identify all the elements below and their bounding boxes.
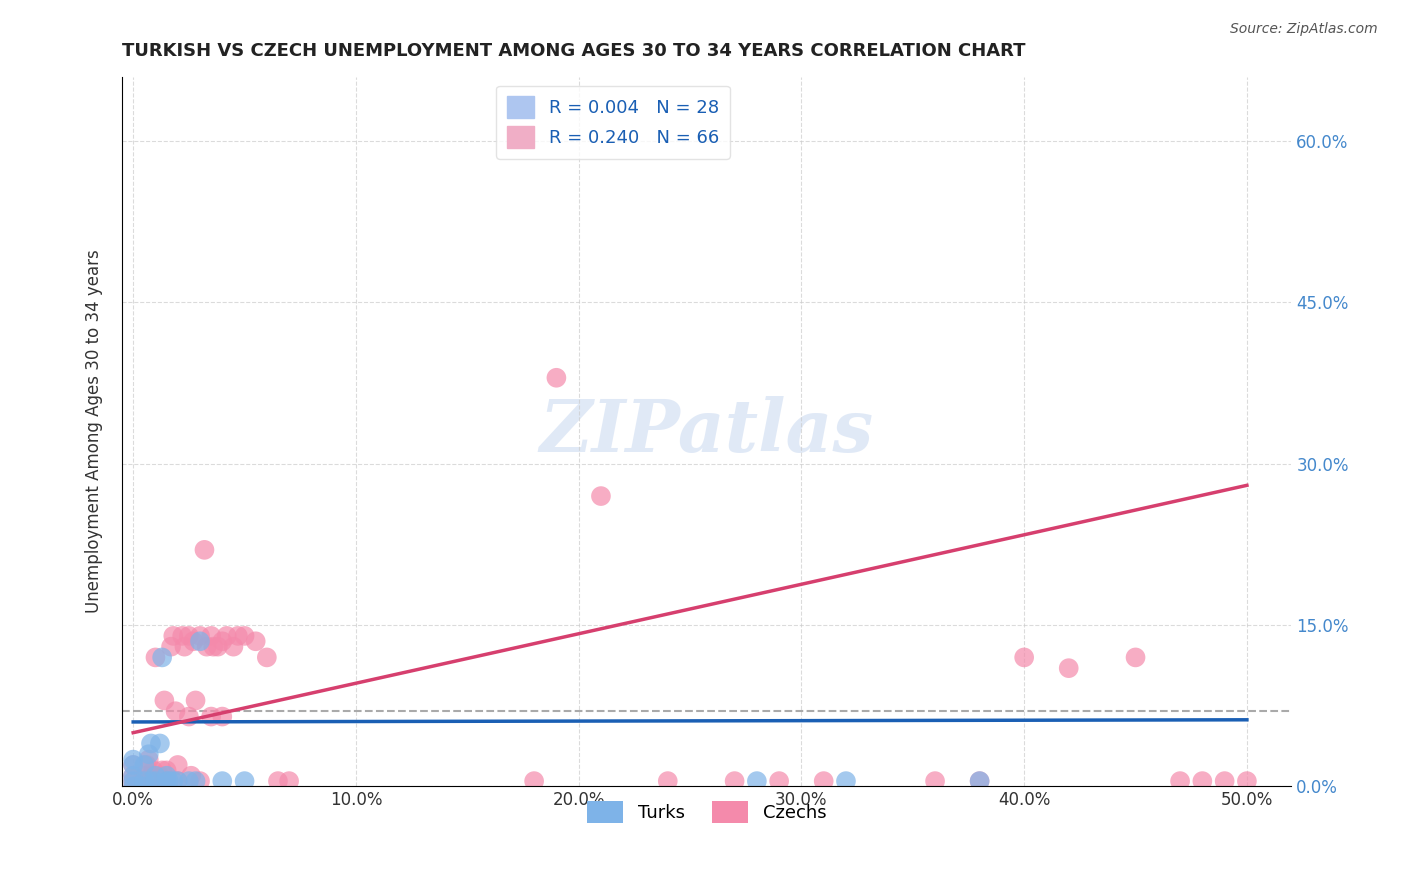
Point [184, 774, 207, 789]
Point [160, 640, 183, 654]
Point [134, 780, 156, 794]
Point [139, 774, 162, 789]
Point [155, 774, 177, 789]
Point [745, 774, 768, 789]
Point [188, 634, 211, 648]
Point [150, 764, 173, 778]
Point [1191, 774, 1213, 789]
Point [245, 634, 267, 648]
Point [173, 640, 195, 654]
Point [138, 753, 160, 767]
Point [162, 774, 184, 789]
Point [1213, 774, 1236, 789]
Point [150, 650, 173, 665]
Point [177, 629, 200, 643]
Point [142, 764, 165, 778]
Point [233, 774, 256, 789]
Point [149, 736, 172, 750]
Point [162, 629, 184, 643]
Point [226, 629, 249, 643]
Point [122, 753, 145, 767]
Point [139, 780, 162, 794]
Point [135, 758, 157, 772]
Text: ZIPatlas: ZIPatlas [540, 396, 873, 467]
Point [1057, 661, 1080, 675]
Point [172, 629, 194, 643]
Point [835, 774, 858, 789]
Point [134, 774, 156, 789]
Point [134, 780, 156, 794]
Point [193, 542, 215, 557]
Point [211, 709, 233, 723]
Point [177, 709, 200, 723]
Point [233, 629, 256, 643]
Point [155, 774, 177, 789]
Point [177, 774, 200, 789]
Point [813, 774, 835, 789]
Point [256, 650, 278, 665]
Point [157, 774, 180, 789]
Point [122, 780, 145, 794]
Point [200, 629, 222, 643]
Point [165, 704, 187, 718]
Point [267, 774, 290, 789]
Y-axis label: Unemployment Among Ages 30 to 34 years: Unemployment Among Ages 30 to 34 years [86, 250, 103, 614]
Text: TURKISH VS CZECH UNEMPLOYMENT AMONG AGES 30 TO 34 YEARS CORRELATION CHART: TURKISH VS CZECH UNEMPLOYMENT AMONG AGES… [122, 42, 1025, 60]
Point [134, 758, 156, 772]
Point [1012, 650, 1035, 665]
Point [222, 640, 245, 654]
Point [145, 780, 167, 794]
Point [145, 774, 167, 789]
Point [1236, 774, 1258, 789]
Point [1125, 650, 1147, 665]
Point [166, 758, 188, 772]
Point [215, 629, 238, 643]
Point [523, 774, 546, 789]
Legend: Turks, Czechs: Turks, Czechs [576, 790, 837, 834]
Point [145, 769, 167, 783]
Point [180, 769, 202, 783]
Point [139, 769, 162, 783]
Point [278, 774, 301, 789]
Point [184, 693, 207, 707]
Point [207, 640, 229, 654]
Point [122, 769, 145, 783]
Point [546, 370, 568, 384]
Point [153, 693, 176, 707]
Point [155, 769, 177, 783]
Point [969, 774, 991, 789]
Text: Source: ZipAtlas.com: Source: ZipAtlas.com [1230, 22, 1378, 37]
Point [122, 769, 145, 783]
Point [166, 774, 188, 789]
Point [122, 774, 145, 789]
Point [211, 634, 233, 648]
Point [188, 629, 211, 643]
Point [969, 774, 991, 789]
Point [1168, 774, 1191, 789]
Point [183, 634, 205, 648]
Point [211, 774, 233, 789]
Point [149, 769, 172, 783]
Point [138, 747, 160, 762]
Point [195, 640, 218, 654]
Point [202, 640, 225, 654]
Point [122, 758, 145, 772]
Point [145, 650, 167, 665]
Point [723, 774, 745, 789]
Point [188, 774, 211, 789]
Point [134, 774, 156, 789]
Point [122, 758, 145, 772]
Point [122, 774, 145, 789]
Point [166, 774, 188, 789]
Point [768, 774, 790, 789]
Point [139, 736, 162, 750]
Point [200, 709, 222, 723]
Point [155, 764, 177, 778]
Point [924, 774, 946, 789]
Point [122, 780, 145, 794]
Point [134, 769, 156, 783]
Point [145, 774, 167, 789]
Point [657, 774, 679, 789]
Point [589, 489, 612, 503]
